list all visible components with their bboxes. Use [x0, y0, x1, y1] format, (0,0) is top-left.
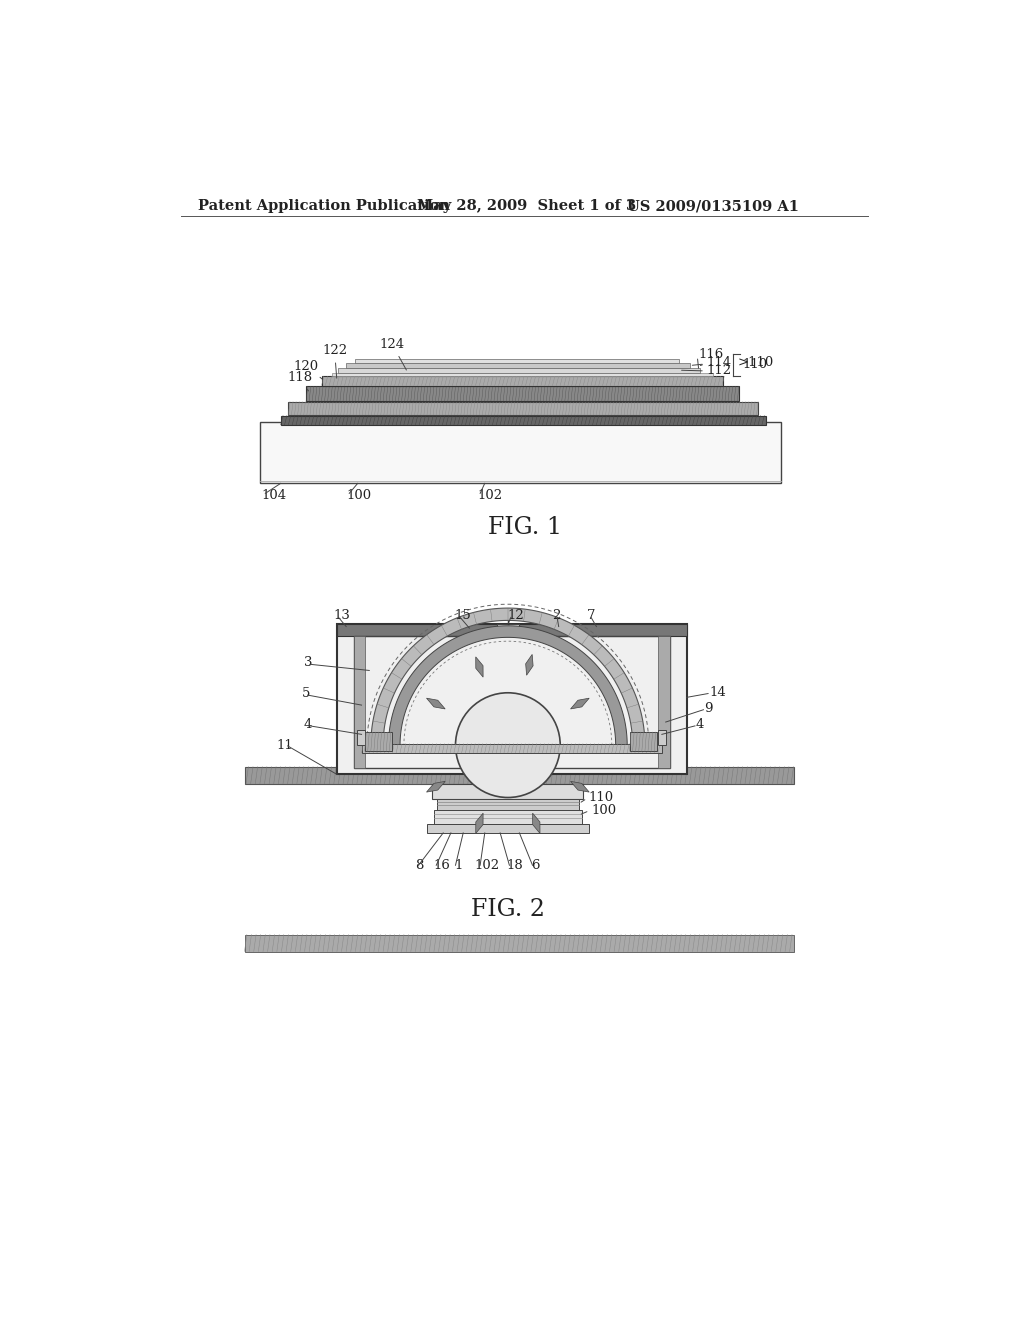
- Text: 5: 5: [301, 686, 310, 700]
- Bar: [289, 401, 758, 414]
- Text: Patent Application Publication: Patent Application Publication: [199, 199, 451, 213]
- Bar: [437, 799, 579, 810]
- Text: 102: 102: [475, 859, 500, 871]
- Circle shape: [456, 693, 560, 797]
- Polygon shape: [570, 698, 589, 709]
- Polygon shape: [476, 813, 483, 833]
- Text: 118: 118: [288, 371, 312, 391]
- Text: May 28, 2009  Sheet 1 of 3: May 28, 2009 Sheet 1 of 3: [417, 199, 636, 213]
- Text: 16: 16: [433, 859, 450, 871]
- Bar: [281, 416, 766, 425]
- Bar: [434, 810, 582, 824]
- Text: 6: 6: [531, 859, 540, 871]
- Text: 4: 4: [304, 718, 312, 731]
- Text: >110: >110: [737, 356, 773, 370]
- Text: 116: 116: [698, 348, 724, 362]
- Text: FIG. 2: FIG. 2: [471, 898, 545, 920]
- Polygon shape: [476, 657, 483, 677]
- Text: 13: 13: [334, 609, 350, 622]
- Text: 100: 100: [591, 804, 616, 817]
- Bar: [355, 359, 679, 363]
- Bar: [365, 733, 392, 751]
- Polygon shape: [388, 626, 628, 744]
- Bar: [337, 624, 686, 775]
- Bar: [630, 733, 657, 751]
- Polygon shape: [525, 655, 534, 676]
- Text: 104: 104: [261, 490, 287, 502]
- Bar: [354, 636, 366, 768]
- Text: 102: 102: [477, 490, 502, 502]
- Polygon shape: [427, 781, 445, 792]
- Text: 3: 3: [304, 656, 312, 669]
- Polygon shape: [532, 813, 540, 833]
- Bar: [427, 824, 589, 833]
- Bar: [322, 376, 724, 385]
- Polygon shape: [371, 609, 645, 744]
- Bar: [339, 368, 700, 374]
- Bar: [357, 730, 365, 744]
- Polygon shape: [570, 781, 589, 792]
- Text: 110: 110: [589, 791, 613, 804]
- Bar: [346, 363, 689, 368]
- Text: 1: 1: [454, 859, 462, 871]
- Text: US 2009/0135109 A1: US 2009/0135109 A1: [628, 199, 799, 213]
- Bar: [658, 636, 670, 768]
- Text: 12: 12: [508, 609, 524, 622]
- Polygon shape: [427, 698, 445, 709]
- Text: 8: 8: [416, 859, 424, 871]
- Bar: [497, 624, 518, 635]
- Bar: [432, 784, 584, 799]
- Text: 114: 114: [707, 356, 731, 370]
- Text: 2: 2: [553, 609, 561, 622]
- Text: 122: 122: [322, 345, 347, 378]
- Bar: [245, 935, 795, 952]
- Text: 100: 100: [346, 490, 372, 502]
- Bar: [337, 624, 686, 636]
- Text: 15: 15: [454, 609, 471, 622]
- Bar: [260, 422, 781, 483]
- Bar: [658, 730, 666, 744]
- Text: 14: 14: [710, 685, 726, 698]
- Text: 120: 120: [294, 360, 323, 379]
- Bar: [354, 636, 670, 768]
- Text: 7: 7: [587, 609, 595, 622]
- Bar: [361, 743, 662, 752]
- Bar: [333, 374, 713, 376]
- Text: 9: 9: [705, 702, 713, 714]
- Text: 18: 18: [506, 859, 523, 871]
- Text: 4: 4: [695, 718, 705, 731]
- Text: 11: 11: [276, 739, 294, 752]
- Text: 112: 112: [707, 363, 731, 376]
- Bar: [245, 767, 795, 784]
- Text: 110: 110: [742, 358, 768, 371]
- Bar: [306, 387, 739, 401]
- Text: 124: 124: [380, 338, 407, 370]
- Text: FIG. 1: FIG. 1: [487, 516, 562, 540]
